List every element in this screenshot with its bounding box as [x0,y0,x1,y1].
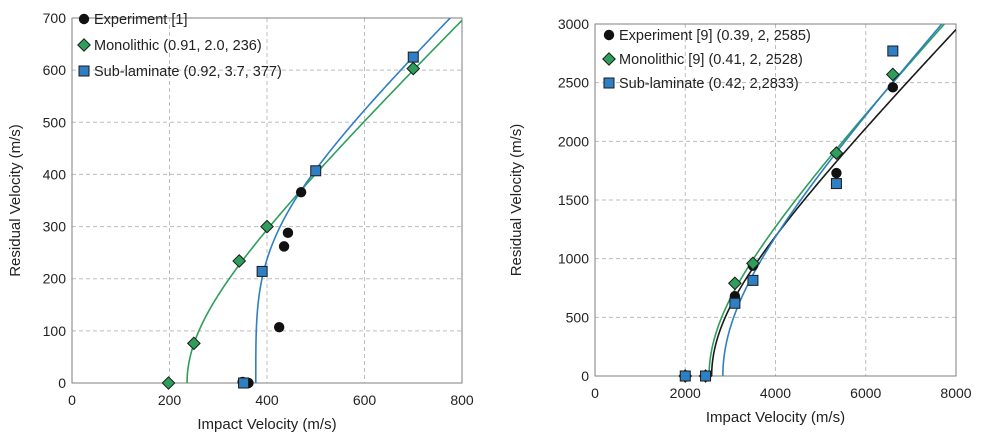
data-point [273,322,285,333]
data-point [885,67,900,82]
legend-marker [602,52,616,66]
legend-label: Monolithic [9] (0.41, 2, 2528) [619,52,803,68]
data-point [679,370,691,382]
fit-curve-square [722,24,943,376]
y-tick-label: 600 [43,62,67,78]
series-circle [237,186,307,389]
legend-label: Experiment [1] [94,12,188,28]
data-point [747,274,759,286]
legend-marker [77,38,91,52]
data-point [831,167,842,179]
data-point [727,276,742,291]
legend-label: Experiment [9] (0.39, 2, 2585) [619,28,811,44]
fit-curve-circle [710,29,956,376]
left-chart: 0 200 400 600 800 0 100 200 300 400 500 600 700 Impac… [7,10,474,433]
x-tick-label: 800 [450,392,474,408]
x-tick-label: 8000 [940,385,971,401]
data-point [260,219,274,234]
data-point [887,82,899,93]
x-axis-title: Impact Velocity (m/s) [706,409,845,426]
data-point [729,297,741,309]
data-point [186,336,201,351]
y-tick-label: 100 [43,323,67,339]
x-tick-label: 4000 [760,385,791,401]
data-point [238,377,250,389]
data-point [232,254,247,268]
legend-marker [603,77,615,89]
y-tick-label: 500 [43,114,67,130]
y-tick-label: 700 [43,10,67,26]
data-point [407,51,419,63]
y-axis-title: Residual Velocity (m/s) [508,124,525,277]
data-point [256,265,268,277]
x-tick-label: 200 [158,392,182,408]
data-point [406,61,421,76]
legend-label: Monolithic (0.91, 2.0, 236) [94,38,262,54]
legend-marker [78,65,90,77]
data-point [746,256,760,271]
data-point [161,376,176,390]
plot-area [71,17,463,384]
fit-curve-square [254,18,452,383]
x-tick-label: 6000 [850,385,881,401]
legend-entry: Experiment [1] [78,12,188,28]
y-tick-label: 1500 [558,192,589,208]
plot-area [594,23,957,377]
series-circle [680,82,899,382]
x-tick-label: 0 [68,392,76,408]
x-tick-label: 2000 [670,385,701,401]
legend-marker [603,29,615,41]
y-tick-label: 500 [566,309,590,325]
series-diamond [161,61,421,390]
legend-label: Sub-laminate (0.92, 3.7, 377) [94,64,282,80]
x-tick-label: 0 [591,385,599,401]
right-chart: 0 2000 4000 6000 8000 0 500 1000 1500 2000 2500 300… [508,16,972,426]
x-tick-label: 400 [255,392,279,408]
data-point [282,227,294,239]
series-square [238,51,419,389]
data-point [278,241,290,252]
y-tick-label: 300 [43,219,67,235]
legend-entry: Monolithic (0.91, 2.0, 236) [77,38,262,54]
legend-marker [78,13,90,25]
data-point [830,178,842,190]
legend-entry: Experiment [9] (0.39, 2, 2585) [603,28,811,44]
y-tick-label: 200 [43,271,67,287]
legend-entry: Sub-laminate (0.92, 3.7, 377) [78,64,282,80]
y-tick-label: 0 [581,368,589,384]
data-point [700,370,712,382]
legend-label: Sub-laminate (0.42, 2,2833) [619,76,799,92]
y-axis-title: Residual Velocity (m/s) [7,124,24,277]
y-tick-label: 400 [43,166,67,182]
data-point [829,146,844,160]
data-point [310,165,322,177]
y-tick-label: 2500 [558,75,589,91]
legend-entry: Monolithic [9] (0.41, 2, 2528) [602,52,803,68]
series-square [679,45,899,382]
fit-curve-diamond [186,19,462,383]
data-point [295,186,307,198]
y-tick-label: 0 [58,375,66,391]
y-tick-label: 2000 [558,133,589,149]
fit-curves [708,24,956,376]
y-tick-label: 1000 [558,251,589,267]
x-axis-title: Impact Velocity (m/s) [197,416,336,433]
legend-entry: Sub-laminate (0.42, 2,2833) [603,76,799,92]
y-tick-label: 3000 [558,16,589,32]
fit-curves [186,18,462,383]
data-point [887,45,899,57]
x-tick-label: 600 [353,392,377,408]
